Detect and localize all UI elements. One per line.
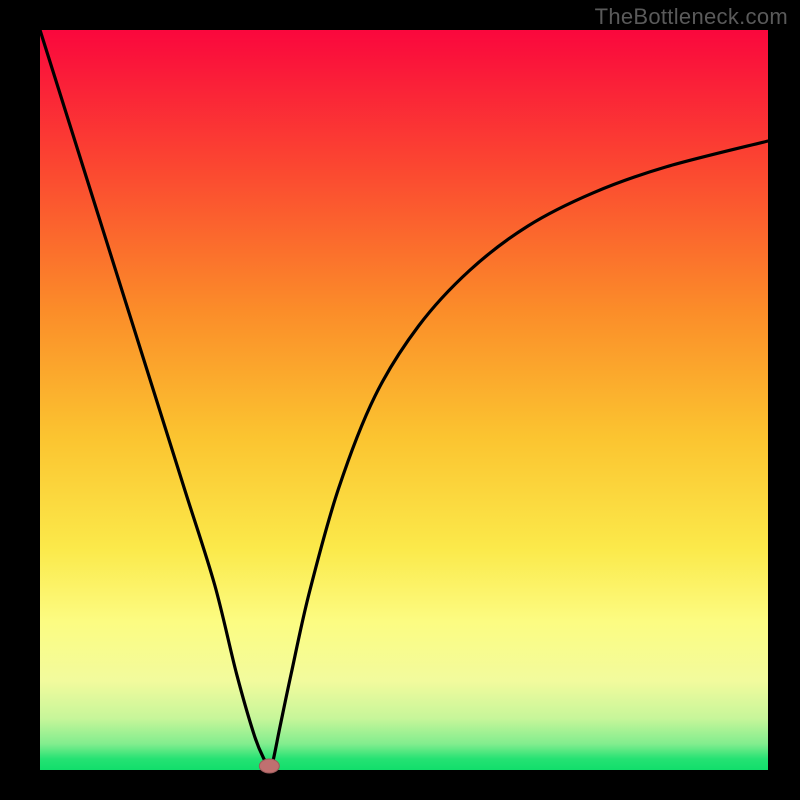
watermark-text: TheBottleneck.com [595, 4, 788, 30]
bottleneck-chart [0, 0, 800, 800]
chart-stage: TheBottleneck.com [0, 0, 800, 800]
plot-background [40, 30, 768, 770]
optimal-point-marker [259, 759, 279, 773]
